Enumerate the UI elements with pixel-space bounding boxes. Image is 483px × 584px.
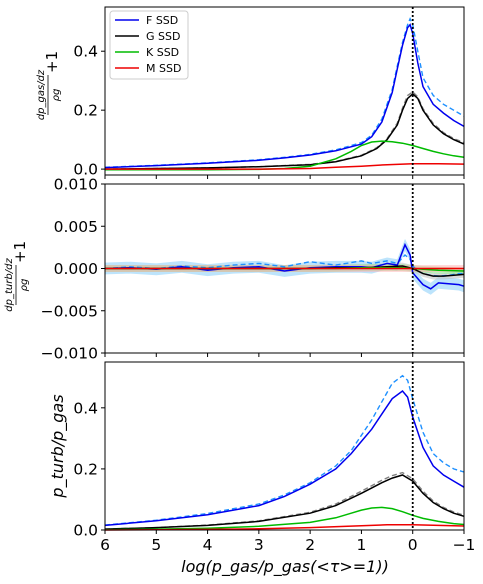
series-f-ssd-dashed-top — [104, 17, 465, 168]
xtick-label-1: 5 — [151, 536, 161, 554]
series-g-ssd-top — [104, 92, 465, 170]
series-f-ssd-top — [104, 23, 465, 169]
xtick-label-2: 4 — [203, 536, 213, 554]
legend-box — [109, 10, 189, 80]
xtick-label-3: 3 — [254, 536, 264, 554]
series-f-ssd-middle — [104, 242, 465, 290]
series-m-ssd-top — [105, 163, 465, 170]
ylabel-bottom: p_turb/p_gas — [48, 394, 68, 498]
xlabel: log(p_gas/p_gas(<τ>=1)) — [181, 557, 389, 577]
panel-bottom-ticks: 0.0 0.2 0.4 6 5 4 3 2 1 0 −1 — [73, 399, 475, 554]
panel-middle-ylabel: dp_turb/dz ρg +1 — [4, 241, 30, 312]
panel-top-ticks: 0.0 0.2 0.4 — [73, 43, 465, 179]
ytick-label-top-1: 0.2 — [73, 102, 98, 120]
ytick-label-middle-0: −0.010 — [41, 345, 98, 363]
ytick-label-middle-3: 0.005 — [54, 218, 98, 236]
series-f-ssd-dashed-middle — [104, 254, 464, 277]
ytick-label-bottom-1: 0.2 — [73, 460, 98, 478]
ylabel-top-denominator: ρg — [51, 89, 62, 102]
ytick-label-top-0: 0.0 — [73, 161, 98, 179]
ytick-label-bottom-0: 0.0 — [73, 522, 98, 540]
ytick-label-top-2: 0.4 — [73, 43, 98, 61]
ytick-label-middle-1: −0.005 — [41, 302, 98, 320]
ytick-label-bottom-2: 0.4 — [73, 399, 98, 417]
legend-label-m: M SSD — [146, 62, 181, 75]
panel-top-legend: F SSD G SSD K SSD M SSD — [109, 10, 189, 80]
legend-label-g: G SSD — [146, 30, 180, 43]
ylabel-top-suffix: +1 — [43, 51, 61, 73]
series-f-ssd-bottom — [104, 389, 465, 527]
panel-top-ylabel: dp_gas/dz ρg +1 — [36, 51, 62, 120]
xtick-label-6: 0 — [408, 536, 418, 554]
series-k-ssd-bottom — [104, 506, 465, 531]
series-f-ssd-dashed-bottom — [104, 374, 465, 526]
panel-top: 0.0 0.2 0.4 F SSD G SSD K SSD M SSD dp_gas… — [36, 6, 465, 179]
xtick-label-4: 2 — [305, 536, 315, 554]
ylabel-top-numerator: dp_gas/dz — [36, 69, 47, 120]
panel-middle: −0.010 −0.005 0.000 0.005 0.010 dp_turb/dz ρ… — [4, 176, 465, 363]
panel-bottom: 0.0 0.2 0.4 6 5 4 3 2 1 0 −1 p_turb/p_gas log(p_ga… — [48, 361, 475, 577]
xtick-label-0: 6 — [100, 536, 110, 554]
ylabel-middle-denominator: ρg — [19, 279, 30, 292]
legend-label-f: F SSD — [146, 14, 178, 27]
panel-top-frame — [104, 6, 465, 176]
ylabel-middle-numerator: dp_turb/dz — [4, 258, 15, 312]
xtick-label-5: 1 — [356, 536, 366, 554]
panel-middle-series — [104, 184, 465, 353]
panel-bottom-frame — [104, 361, 465, 531]
xtick-label-7: −1 — [453, 536, 476, 554]
series-g-ssd-bottom — [104, 474, 465, 530]
ytick-label-middle-4: 0.010 — [54, 176, 98, 194]
ylabel-middle-suffix: +1 — [11, 241, 29, 263]
legend-label-k: K SSD — [146, 46, 179, 59]
ytick-label-middle-2: 0.000 — [54, 260, 98, 278]
panel-top-series — [104, 7, 465, 175]
panel-middle-ticks: −0.010 −0.005 0.000 0.005 0.010 — [41, 176, 465, 363]
